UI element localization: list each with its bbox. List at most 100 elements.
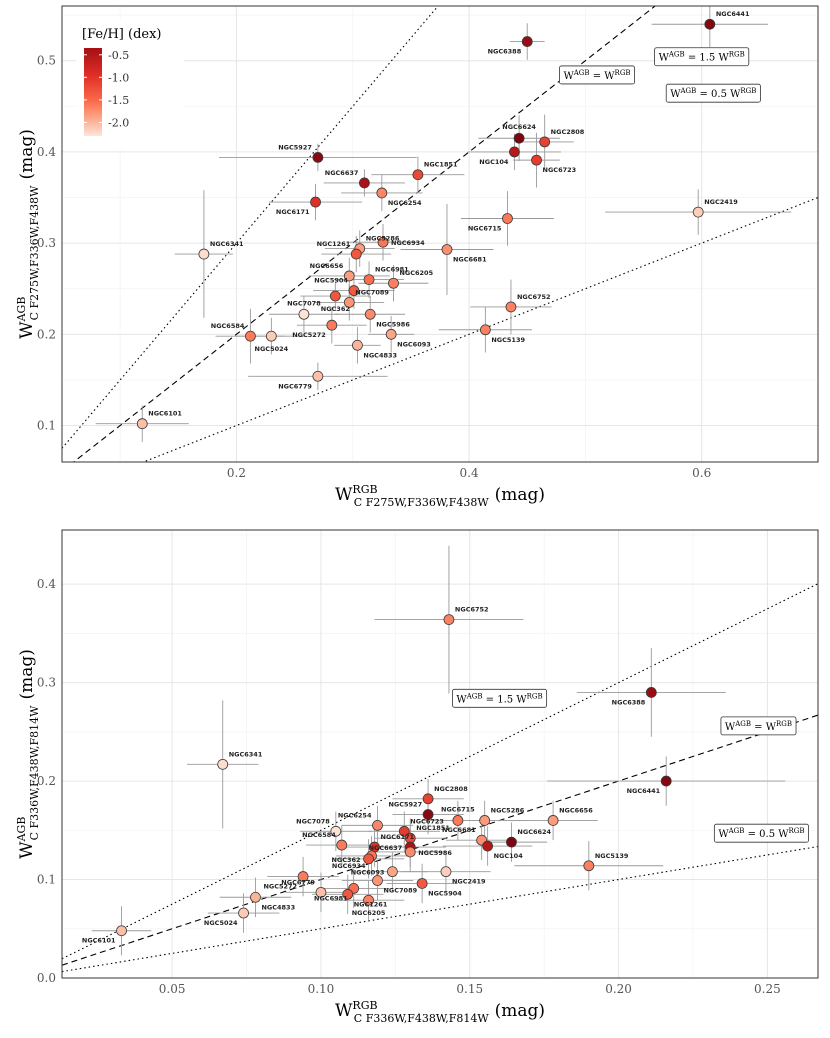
cluster-label: NGC2808 xyxy=(551,128,585,136)
cluster-point[interactable] xyxy=(343,296,355,308)
label-box xyxy=(713,823,809,843)
cluster-point[interactable] xyxy=(531,154,542,166)
cluster-point[interactable] xyxy=(513,132,525,144)
cluster-point[interactable] xyxy=(348,285,360,296)
cluster-point[interactable] xyxy=(342,888,354,900)
gridlines xyxy=(62,530,818,979)
reference-line-slope-1 xyxy=(62,714,818,966)
cluster-point[interactable] xyxy=(388,277,399,289)
cluster-point[interactable] xyxy=(372,875,383,886)
cluster-point[interactable] xyxy=(441,244,453,255)
cluster-point[interactable] xyxy=(412,169,424,181)
cluster-point[interactable] xyxy=(343,270,355,282)
cluster-point[interactable] xyxy=(398,825,410,837)
cluster-point[interactable] xyxy=(422,809,434,820)
cluster-point[interactable] xyxy=(245,330,256,342)
cluster-point[interactable] xyxy=(350,248,362,260)
cluster-point[interactable] xyxy=(265,330,277,342)
cluster-point[interactable] xyxy=(505,301,517,313)
cluster-point[interactable] xyxy=(330,825,342,837)
bottom-panel: NGC6752 NGC6388 NGC6341 NGC6441 NGC2808 NGC59… xyxy=(15,529,819,1025)
cluster-point[interactable] xyxy=(645,687,657,698)
cluster-label: NGC6723 xyxy=(543,166,577,174)
cluster-point[interactable] xyxy=(312,370,324,382)
cluster-label: NGC6254 xyxy=(338,811,372,819)
cluster-point[interactable] xyxy=(352,339,363,351)
cluster-point[interactable] xyxy=(443,614,455,625)
cluster-point[interactable] xyxy=(297,871,309,882)
cluster-point[interactable] xyxy=(363,274,375,286)
cluster-label: NGC5986 xyxy=(418,849,452,857)
cluster-point[interactable] xyxy=(660,775,672,787)
cluster-point[interactable] xyxy=(386,866,398,878)
cluster-point[interactable] xyxy=(136,418,148,430)
cluster-label: NGC6752 xyxy=(455,606,489,614)
reference-line-label: WAGB = 1.5 WRGB xyxy=(654,47,750,67)
cluster-point[interactable] xyxy=(583,860,595,872)
cluster-point[interactable] xyxy=(198,248,210,260)
cluster-point[interactable] xyxy=(377,236,389,248)
cluster-point[interactable] xyxy=(452,815,464,826)
cluster-label: NGC6637 xyxy=(325,169,359,177)
cluster-point[interactable] xyxy=(217,758,229,770)
cluster-point[interactable] xyxy=(440,866,452,878)
cluster-label: NGC6254 xyxy=(388,199,422,207)
label-text: WAGB = WRGB xyxy=(725,720,792,733)
cluster-label: NGC6205 xyxy=(399,269,433,277)
cluster-point[interactable] xyxy=(310,196,321,208)
reference-line-label: WAGB = WRGB xyxy=(720,716,797,736)
cluster-point[interactable] xyxy=(363,853,374,865)
cluster-point[interactable] xyxy=(336,839,348,851)
cluster-label: NGC5904 xyxy=(428,889,462,897)
label-text: WAGB = 0.5 WRGB xyxy=(718,827,804,840)
x-tick-label: 0.05 xyxy=(159,982,186,996)
cluster-point[interactable] xyxy=(250,891,261,903)
cluster-point[interactable] xyxy=(482,840,494,852)
x-tick-label: 0.4 xyxy=(460,466,479,480)
cluster-point[interactable] xyxy=(329,290,341,302)
cluster-point[interactable] xyxy=(521,36,533,47)
cluster-point[interactable] xyxy=(502,213,513,224)
cluster-point[interactable] xyxy=(404,846,416,858)
cluster-point[interactable] xyxy=(298,308,310,320)
cluster-label: NGC6441 xyxy=(627,787,661,795)
cluster-point[interactable] xyxy=(479,815,491,826)
cluster-label: NGC6779 xyxy=(281,878,315,886)
cluster-point[interactable] xyxy=(315,886,327,898)
cluster-point[interactable] xyxy=(376,187,388,199)
cluster-point[interactable] xyxy=(326,319,338,331)
cluster-label: NGC6205 xyxy=(352,909,386,917)
cluster-label: NGC2808 xyxy=(434,785,468,793)
cluster-point[interactable] xyxy=(364,308,376,320)
cluster-label: NGC6637 xyxy=(369,844,403,852)
cluster-point[interactable] xyxy=(479,324,491,336)
cluster-point[interactable] xyxy=(506,836,517,848)
cluster-label: NGC6779 xyxy=(278,382,312,390)
x-axis-title: WRGB C F336W,F438W,F814W (mag) xyxy=(335,999,545,1025)
cluster-point[interactable] xyxy=(422,793,434,805)
cluster-point[interactable] xyxy=(358,177,370,189)
cluster-label: NGC6093 xyxy=(351,869,385,877)
cluster-point[interactable] xyxy=(363,894,374,906)
cluster-point[interactable] xyxy=(509,146,520,158)
cluster-point[interactable] xyxy=(116,925,127,937)
cluster-point[interactable] xyxy=(238,907,249,919)
cluster-label: NGC6101 xyxy=(82,937,116,945)
cluster-point[interactable] xyxy=(704,18,716,30)
cluster-point[interactable] xyxy=(416,878,428,889)
cluster-label: NGC6715 xyxy=(468,224,502,232)
cluster-point[interactable] xyxy=(692,206,704,218)
y-axis-title: WAGBC F336W,F438W,F814W(mag) xyxy=(15,649,41,859)
cluster-label: NGC104 xyxy=(479,158,509,166)
reference-line-label: WAGB = WRGB xyxy=(559,65,635,85)
cluster-point[interactable] xyxy=(539,136,551,148)
x-tick-label: 0.2 xyxy=(227,466,246,480)
reference-line-label: WAGB = 0.5 WRGB xyxy=(713,823,809,843)
y-tick-label: 0.1 xyxy=(37,419,56,433)
cluster-point[interactable] xyxy=(547,815,559,826)
cluster-point[interactable] xyxy=(372,819,383,831)
cluster-point[interactable] xyxy=(385,328,397,340)
label-box xyxy=(452,688,548,708)
cluster-point[interactable] xyxy=(312,151,324,163)
cluster-label: NGC5927 xyxy=(278,143,312,151)
